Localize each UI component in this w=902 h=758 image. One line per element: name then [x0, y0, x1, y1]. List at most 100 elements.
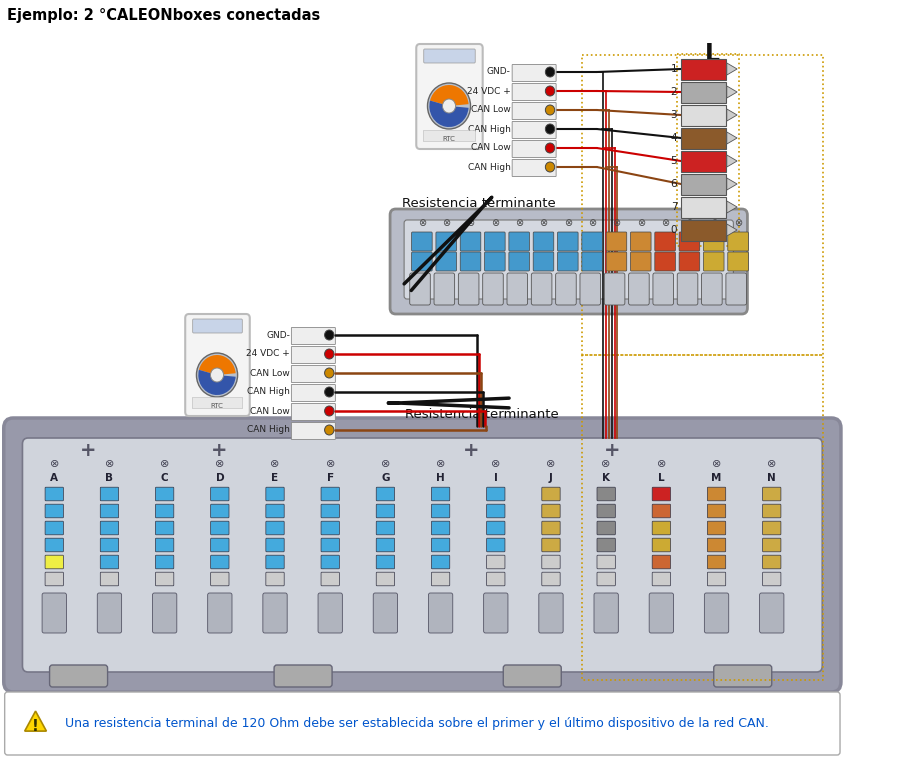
- FancyBboxPatch shape: [210, 504, 229, 518]
- FancyBboxPatch shape: [628, 273, 649, 305]
- FancyBboxPatch shape: [651, 504, 670, 518]
- FancyBboxPatch shape: [411, 252, 432, 271]
- FancyBboxPatch shape: [605, 232, 626, 251]
- FancyBboxPatch shape: [404, 220, 732, 299]
- FancyBboxPatch shape: [541, 555, 559, 568]
- Text: +: +: [463, 440, 479, 459]
- Circle shape: [324, 406, 334, 416]
- FancyBboxPatch shape: [557, 232, 577, 251]
- Text: ⊗: ⊗: [766, 459, 776, 469]
- FancyBboxPatch shape: [486, 555, 504, 568]
- FancyBboxPatch shape: [651, 572, 670, 586]
- FancyBboxPatch shape: [680, 220, 725, 241]
- FancyBboxPatch shape: [678, 232, 699, 251]
- FancyBboxPatch shape: [727, 252, 748, 271]
- Circle shape: [324, 387, 334, 397]
- Text: ⊗: ⊗: [270, 459, 280, 469]
- Circle shape: [324, 349, 334, 359]
- FancyBboxPatch shape: [155, 504, 173, 518]
- Text: Resistencia terminante: Resistencia terminante: [405, 408, 558, 421]
- Text: ⊗: ⊗: [514, 218, 522, 228]
- Text: 6: 6: [670, 179, 676, 189]
- FancyBboxPatch shape: [376, 555, 394, 568]
- Text: GND-: GND-: [266, 330, 290, 340]
- FancyBboxPatch shape: [541, 538, 559, 552]
- FancyBboxPatch shape: [761, 538, 780, 552]
- Text: 7: 7: [670, 202, 676, 212]
- Text: 24 VDC +: 24 VDC +: [466, 86, 511, 96]
- FancyBboxPatch shape: [416, 44, 483, 149]
- FancyBboxPatch shape: [155, 555, 173, 568]
- Text: !: !: [32, 719, 39, 734]
- FancyBboxPatch shape: [703, 232, 723, 251]
- Text: CAN Low: CAN Low: [471, 143, 511, 152]
- FancyBboxPatch shape: [265, 522, 284, 535]
- Text: ⊗: ⊗: [215, 459, 225, 469]
- FancyBboxPatch shape: [376, 504, 394, 518]
- FancyBboxPatch shape: [538, 593, 563, 633]
- FancyBboxPatch shape: [649, 593, 673, 633]
- Text: Ejemplo: 2 °CALEONboxes conectadas: Ejemplo: 2 °CALEONboxes conectadas: [7, 8, 320, 23]
- FancyBboxPatch shape: [511, 83, 556, 101]
- FancyBboxPatch shape: [318, 593, 342, 633]
- Circle shape: [545, 143, 554, 153]
- FancyBboxPatch shape: [376, 487, 394, 501]
- Text: Resistencia terminante: Resistencia terminante: [401, 197, 556, 210]
- FancyBboxPatch shape: [50, 665, 107, 687]
- FancyBboxPatch shape: [596, 522, 614, 535]
- Polygon shape: [726, 224, 736, 236]
- FancyBboxPatch shape: [680, 105, 725, 126]
- FancyBboxPatch shape: [706, 538, 725, 552]
- Text: CAN Low: CAN Low: [471, 105, 511, 114]
- FancyBboxPatch shape: [555, 273, 575, 305]
- FancyBboxPatch shape: [596, 538, 614, 552]
- FancyBboxPatch shape: [630, 232, 650, 251]
- Circle shape: [427, 83, 470, 129]
- Text: ⊗: ⊗: [685, 218, 693, 228]
- Text: RTC: RTC: [442, 136, 455, 142]
- FancyBboxPatch shape: [509, 232, 529, 251]
- FancyBboxPatch shape: [431, 504, 449, 518]
- FancyBboxPatch shape: [486, 538, 504, 552]
- Polygon shape: [726, 201, 736, 213]
- FancyBboxPatch shape: [262, 593, 287, 633]
- Text: ⊗: ⊗: [733, 218, 741, 228]
- FancyBboxPatch shape: [727, 232, 748, 251]
- Text: M: M: [711, 473, 721, 483]
- FancyBboxPatch shape: [45, 538, 63, 552]
- FancyBboxPatch shape: [376, 572, 394, 586]
- FancyBboxPatch shape: [152, 593, 177, 633]
- FancyBboxPatch shape: [680, 59, 725, 80]
- Text: ⊗: ⊗: [546, 459, 555, 469]
- Polygon shape: [726, 109, 736, 121]
- FancyBboxPatch shape: [45, 555, 63, 568]
- FancyBboxPatch shape: [155, 572, 173, 586]
- FancyBboxPatch shape: [761, 504, 780, 518]
- Polygon shape: [726, 132, 736, 144]
- Text: CAN High: CAN High: [467, 124, 511, 133]
- FancyBboxPatch shape: [192, 319, 242, 333]
- FancyBboxPatch shape: [680, 82, 725, 103]
- Text: 2: 2: [670, 87, 676, 97]
- FancyBboxPatch shape: [210, 572, 229, 586]
- Circle shape: [545, 105, 554, 115]
- FancyBboxPatch shape: [431, 487, 449, 501]
- FancyBboxPatch shape: [484, 232, 504, 251]
- Circle shape: [545, 67, 554, 77]
- Wedge shape: [198, 370, 235, 395]
- FancyBboxPatch shape: [680, 151, 725, 172]
- FancyBboxPatch shape: [431, 522, 449, 535]
- FancyBboxPatch shape: [210, 487, 229, 501]
- Text: A: A: [51, 473, 59, 483]
- FancyBboxPatch shape: [630, 252, 650, 271]
- FancyBboxPatch shape: [680, 174, 725, 195]
- FancyBboxPatch shape: [654, 252, 675, 271]
- FancyBboxPatch shape: [436, 252, 456, 271]
- Text: RTC: RTC: [210, 403, 223, 409]
- FancyBboxPatch shape: [511, 140, 556, 158]
- FancyBboxPatch shape: [210, 538, 229, 552]
- FancyBboxPatch shape: [502, 665, 561, 687]
- FancyBboxPatch shape: [45, 504, 63, 518]
- Circle shape: [545, 124, 554, 134]
- Text: ⊗: ⊗: [436, 459, 445, 469]
